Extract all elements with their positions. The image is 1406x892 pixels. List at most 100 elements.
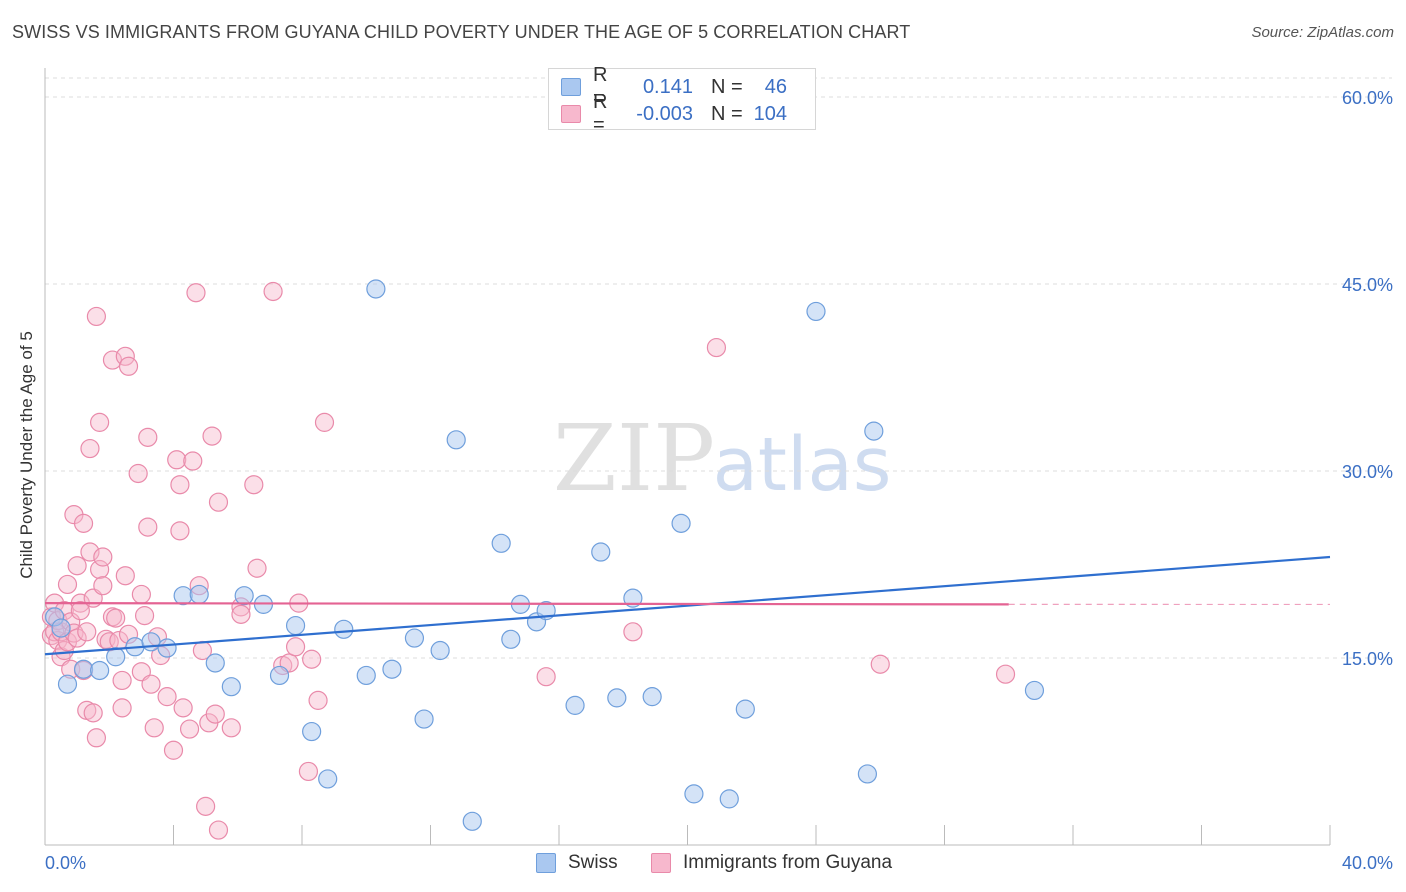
n-label: N =	[711, 102, 743, 125]
swiss-point	[189, 584, 209, 605]
guyana-point	[128, 463, 148, 484]
swiss-point	[205, 653, 225, 673]
guyana-point	[623, 622, 643, 642]
swiss-point	[356, 665, 376, 686]
swiss-point	[719, 789, 739, 809]
guyana-point	[157, 687, 177, 707]
guyana-point	[86, 306, 107, 327]
legend-row-swiss: R = 0.141 N = 46	[561, 64, 787, 109]
guyana-point	[106, 608, 126, 628]
swiss-point	[491, 533, 511, 553]
guyana-point	[186, 283, 206, 303]
y-tick-label: 30.0%	[1342, 462, 1393, 482]
swiss-point	[565, 695, 585, 715]
guyana-point	[205, 704, 225, 724]
swiss-point	[90, 660, 110, 681]
swiss-point	[430, 640, 450, 661]
guyana-point	[90, 559, 110, 580]
guyana-point	[70, 601, 90, 621]
guyana-point	[170, 475, 190, 495]
swiss-point	[404, 628, 425, 648]
guyana-point	[102, 607, 123, 627]
guyana-point	[285, 637, 306, 657]
tick-labels: 15.0% 30.0% 45.0% 60.0% 0.0% 40.0%	[45, 88, 1393, 873]
legend-label-guyana: Immigrants from Guyana	[683, 852, 893, 873]
swiss-point	[302, 721, 322, 742]
guyana-point	[179, 719, 200, 739]
guyana-point	[134, 606, 155, 626]
swiss-point	[318, 769, 338, 789]
guyana-point	[308, 690, 328, 710]
chart-title: SWISS VS IMMIGRANTS FROM GUYANA CHILD PO…	[12, 22, 911, 42]
guyana-swatch	[561, 105, 581, 123]
swiss-point	[1024, 680, 1045, 701]
guyana-point	[208, 820, 229, 840]
y-tick-label: 60.0%	[1342, 88, 1393, 108]
swiss-point	[591, 542, 611, 562]
guyana-point	[141, 674, 161, 694]
swiss-point	[446, 430, 466, 450]
guyana-point	[86, 728, 107, 748]
swiss-swatch	[536, 853, 556, 873]
swiss-point	[269, 665, 290, 686]
swiss-point	[73, 659, 94, 679]
guyana-point	[208, 492, 229, 512]
axes	[44, 68, 1331, 846]
trend-lines	[44, 555, 1331, 656]
legend-row-guyana: R = -0.003 N = 104	[561, 91, 787, 136]
guyana-point	[995, 664, 1016, 684]
guyana-point	[80, 542, 100, 562]
swiss-point	[221, 677, 241, 697]
swiss-point	[864, 421, 884, 441]
guyana-point	[57, 574, 78, 595]
n-label: N =	[711, 75, 743, 98]
guyana-point	[67, 628, 87, 648]
guyana-point	[93, 576, 113, 596]
swiss-point	[51, 618, 71, 638]
guyana-point	[706, 337, 727, 358]
source-credit: Source: ZipAtlas.com	[1251, 24, 1394, 41]
guyana-point	[131, 584, 151, 605]
swiss-point	[642, 687, 662, 707]
guyana-point	[144, 718, 164, 738]
r-value: -0.003	[636, 102, 693, 125]
guyana-point	[80, 438, 100, 459]
guyana-point	[83, 703, 103, 723]
guyana-point	[247, 558, 267, 578]
guyana-point	[112, 670, 132, 691]
legend-label-swiss: Swiss	[568, 852, 618, 873]
swiss-point	[57, 674, 78, 694]
guyana-point	[90, 412, 110, 432]
guyana-point	[112, 698, 132, 718]
guyana-point	[183, 451, 203, 471]
guyana-point	[244, 475, 264, 495]
r-label: R =	[593, 91, 608, 136]
n-value: 104	[753, 102, 787, 125]
swiss-point	[141, 632, 161, 652]
guyana-point	[163, 740, 184, 760]
swiss-point	[334, 619, 354, 639]
swiss-point	[501, 629, 521, 649]
swiss-point	[414, 709, 434, 729]
guyana-point	[77, 622, 97, 642]
guyana-point	[170, 521, 190, 541]
y-axis-title: Child Poverty Under the Age of 5	[17, 331, 36, 579]
guyana-point	[73, 513, 94, 533]
guyana-point	[221, 718, 241, 738]
guyana-point	[298, 761, 319, 782]
guyana-trend-line	[44, 602, 1009, 606]
n-value: 46	[764, 75, 787, 98]
guyana-point	[173, 698, 193, 718]
swiss-point	[857, 764, 878, 784]
guyana-series	[41, 281, 1016, 840]
swiss-point	[157, 638, 177, 658]
swiss-point	[106, 647, 126, 667]
series-legend: Swiss Immigrants from Guyana	[0, 852, 1406, 878]
guyana-point	[167, 450, 187, 470]
guyana-point	[263, 281, 283, 302]
x-tick-label: 0.0%	[45, 853, 86, 873]
guyana-point	[231, 604, 251, 624]
y-tick-label: 15.0%	[1342, 649, 1393, 669]
zipatlas-watermark: ZIP atlas	[553, 405, 892, 512]
guyana-point	[115, 566, 135, 586]
